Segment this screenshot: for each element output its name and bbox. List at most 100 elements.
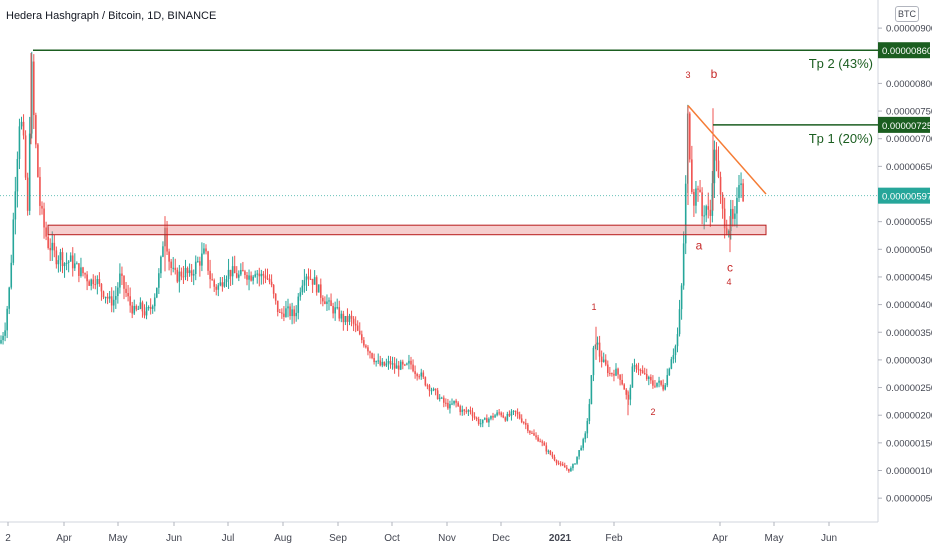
candle — [557, 460, 560, 466]
candle-body — [414, 371, 416, 375]
plot-area[interactable] — [0, 0, 879, 523]
candle — [14, 176, 17, 235]
candle — [397, 360, 400, 377]
candle-body — [201, 253, 203, 266]
price-tick-label: 0.00000450 — [886, 272, 932, 283]
candle-body — [678, 309, 681, 335]
candle — [235, 266, 238, 279]
candle — [719, 171, 722, 204]
candle — [440, 396, 443, 399]
currency-badge[interactable]: BTC — [895, 6, 919, 22]
candle — [170, 258, 172, 276]
candle — [2, 332, 4, 345]
candle — [428, 384, 431, 397]
candle — [209, 259, 211, 289]
candle — [242, 261, 244, 272]
candle-body — [238, 274, 240, 278]
candle-body — [262, 273, 265, 276]
candle-body — [609, 373, 611, 375]
candle-body — [621, 379, 623, 385]
candle-body — [170, 261, 172, 269]
candle-body — [680, 285, 683, 310]
candle — [244, 269, 246, 279]
candle-body — [707, 206, 710, 210]
candle-body — [600, 356, 603, 363]
candle — [338, 300, 341, 322]
candle — [672, 348, 675, 364]
candle — [434, 388, 437, 396]
candle-body — [217, 285, 220, 290]
candle — [490, 415, 492, 421]
candle — [172, 257, 174, 273]
candle-body — [563, 465, 566, 468]
candle-body — [438, 397, 441, 400]
candle — [459, 404, 461, 416]
candle-body — [559, 463, 562, 465]
candle-body — [266, 278, 269, 280]
candle-body — [153, 297, 156, 307]
candle-body — [313, 277, 316, 285]
candle — [670, 356, 673, 370]
candle — [49, 238, 51, 262]
candle-body — [149, 307, 152, 309]
candle — [650, 374, 652, 384]
candle-body — [317, 284, 320, 293]
candle — [328, 297, 330, 311]
candle — [295, 305, 297, 322]
candle-body — [611, 373, 613, 375]
candle-body — [59, 252, 62, 261]
candle-body — [508, 413, 511, 416]
candle — [504, 416, 507, 422]
time-tick-label: Jul — [222, 533, 235, 544]
candle-body — [110, 296, 113, 306]
price-tick-label: 0.00000900 — [886, 24, 932, 35]
candle-body — [174, 267, 177, 270]
candle-body — [6, 308, 8, 331]
candle-body — [112, 299, 115, 306]
candle — [141, 300, 144, 318]
candle — [33, 54, 35, 129]
candle-body — [190, 270, 193, 276]
candle — [322, 295, 324, 307]
candle — [125, 281, 127, 298]
candle-body — [2, 335, 4, 341]
candle — [723, 197, 726, 239]
candle — [617, 367, 619, 379]
candle-body — [71, 255, 74, 269]
time-axis[interactable]: 2 Apr May Jun Jul Aug Sep Oct Nov Dec 2021 Feb Apr Ma… — [5, 522, 837, 544]
candle-body — [399, 361, 402, 370]
candle-body — [352, 318, 355, 324]
candle-body — [108, 296, 111, 299]
candle-body — [84, 273, 86, 275]
candle-body — [496, 412, 498, 416]
candle — [373, 353, 375, 365]
candle-body — [328, 300, 330, 302]
candle — [174, 258, 177, 275]
candle — [92, 274, 95, 289]
price-tick-label: 0.00000250 — [886, 383, 932, 394]
candle — [22, 114, 25, 140]
candle-body — [705, 206, 707, 216]
candle-body — [65, 262, 68, 264]
candle-body — [291, 309, 293, 317]
price-axis[interactable]: 0.00000860 0.00000725 0.00000900 0.00000800… — [878, 24, 932, 505]
wave-label-b: b — [711, 67, 718, 81]
candle — [693, 188, 695, 217]
candle — [311, 278, 314, 293]
candle-body — [455, 400, 457, 403]
candle-body — [572, 464, 574, 469]
candle-body — [227, 269, 230, 279]
candle-body — [711, 183, 714, 216]
candle — [658, 376, 660, 388]
candle-body — [67, 261, 70, 263]
candle — [668, 367, 671, 376]
candle-body — [151, 306, 154, 309]
candle — [223, 275, 226, 288]
candle-body — [535, 435, 537, 438]
candle — [238, 270, 240, 282]
candle-body — [242, 269, 244, 272]
candle — [102, 290, 105, 300]
candle-body — [514, 410, 517, 412]
candle — [41, 201, 43, 215]
